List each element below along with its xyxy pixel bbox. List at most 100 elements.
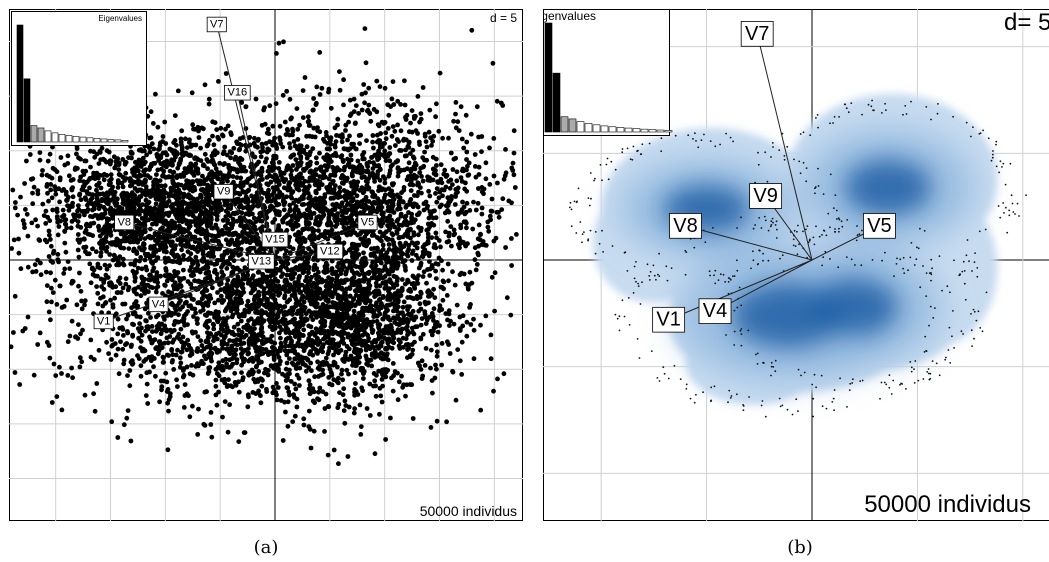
data-point [98, 253, 104, 259]
data-point [76, 254, 82, 260]
data-point [104, 339, 109, 345]
data-point [135, 353, 140, 358]
data-point [231, 145, 237, 151]
data-point [434, 353, 440, 359]
data-point [65, 259, 71, 264]
data-point [171, 327, 177, 333]
data-point [325, 269, 330, 274]
data-point [371, 194, 377, 200]
data-point [232, 370, 238, 376]
data-point [438, 244, 443, 250]
data-point [324, 303, 330, 309]
data-point [344, 277, 350, 283]
data-point [475, 200, 481, 206]
data-point [226, 377, 231, 383]
data-point [410, 147, 416, 153]
data-point [388, 338, 394, 344]
data-point [370, 139, 375, 145]
data-point [278, 259, 284, 265]
data-point [154, 270, 160, 275]
data-point [238, 175, 244, 181]
data-point [32, 262, 38, 268]
data-point [213, 383, 219, 389]
data-point [207, 342, 213, 348]
data-point [300, 115, 306, 120]
data-point [279, 274, 284, 279]
data-point [382, 85, 388, 91]
data-point [150, 121, 156, 126]
data-point [420, 85, 426, 90]
data-point [199, 258, 205, 263]
data-point [406, 160, 412, 166]
data-point [130, 268, 136, 274]
data-point [245, 308, 251, 314]
data-point [273, 261, 279, 267]
data-point [381, 351, 386, 357]
data-point [30, 269, 35, 275]
data-point [387, 297, 393, 302]
data-point [326, 86, 332, 92]
data-point [195, 432, 201, 437]
data-point [353, 103, 359, 108]
data-point [376, 163, 382, 168]
data-point [364, 169, 370, 175]
data-point [229, 221, 235, 227]
data-point [450, 369, 456, 375]
data-point [474, 262, 480, 267]
data-point [50, 290, 56, 295]
data-point [64, 297, 70, 303]
data-point [179, 219, 185, 225]
data-point [364, 161, 370, 166]
data-point [369, 363, 375, 369]
data-point [451, 227, 457, 233]
data-point [311, 125, 317, 131]
data-point [53, 191, 59, 197]
data-point [344, 178, 349, 184]
data-point [305, 114, 311, 120]
data-point [284, 88, 290, 94]
data-point [382, 356, 388, 361]
data-point [62, 162, 68, 168]
data-point [299, 282, 305, 288]
data-point [35, 342, 41, 347]
data-point [283, 378, 289, 383]
data-point [355, 158, 361, 164]
data-point [395, 122, 400, 128]
data-point [407, 353, 413, 358]
data-point [315, 359, 320, 365]
data-point [428, 365, 433, 371]
data-point [312, 272, 318, 278]
data-point [134, 249, 140, 255]
data-point [506, 198, 512, 204]
data-point [383, 279, 389, 285]
data-point [382, 335, 388, 341]
data-point [409, 382, 415, 388]
data-point [386, 242, 392, 247]
data-point [107, 223, 113, 229]
data-point [446, 135, 451, 141]
data-point [265, 126, 271, 132]
data-point [117, 172, 123, 178]
data-point [275, 385, 281, 390]
data-point [255, 310, 261, 316]
data-point [286, 389, 292, 395]
data-point [454, 178, 460, 184]
data-point [351, 141, 356, 147]
data-point [394, 249, 399, 254]
data-point [390, 388, 396, 394]
data-point [138, 255, 144, 260]
data-point [127, 368, 133, 373]
data-point [278, 358, 283, 364]
data-point [192, 278, 198, 284]
data-point [191, 314, 196, 319]
data-point [431, 222, 437, 228]
data-point [155, 124, 161, 130]
data-point [178, 136, 184, 142]
data-point [153, 289, 159, 295]
data-point [368, 118, 374, 124]
data-point [322, 200, 328, 206]
data-point [396, 379, 402, 385]
data-point [468, 131, 474, 137]
data-point [259, 383, 265, 389]
